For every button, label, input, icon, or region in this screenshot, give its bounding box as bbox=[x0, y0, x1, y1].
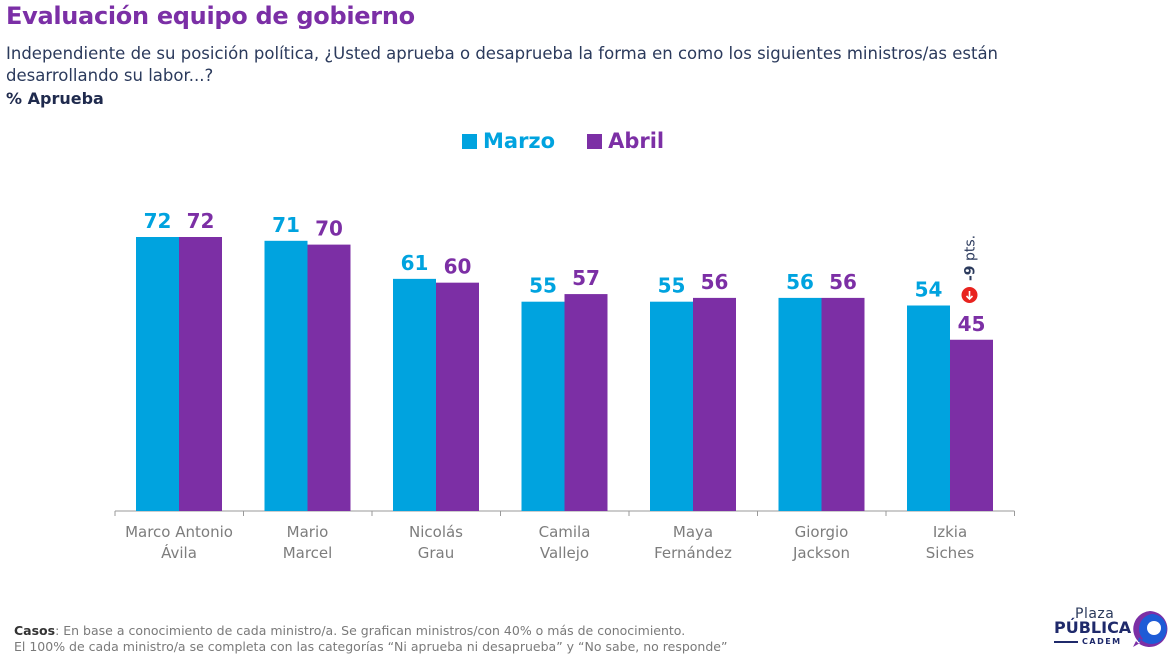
x-tick-label: Nicolás bbox=[409, 523, 463, 541]
bar-marzo bbox=[393, 278, 436, 511]
logo-text-plaza: Plaza bbox=[1075, 606, 1115, 622]
legend-swatch-marzo bbox=[462, 133, 477, 149]
bar-abril bbox=[179, 237, 222, 511]
change-value: -9 bbox=[963, 265, 979, 281]
data-label-abril: 57 bbox=[572, 266, 600, 290]
footnote-line-2: El 100% de cada ministro/a se completa c… bbox=[14, 639, 728, 654]
change-suffix: pts. bbox=[963, 235, 979, 266]
bar-marzo bbox=[521, 301, 565, 511]
data-label-abril: 45 bbox=[958, 312, 986, 336]
data-label-abril: 56 bbox=[701, 270, 729, 294]
bar-marzo bbox=[264, 240, 308, 512]
chart-title: Evaluación equipo de gobierno bbox=[6, 2, 415, 30]
footnote-line-1: Casos: En base a conocimiento de cada mi… bbox=[14, 623, 774, 639]
plaza-publica-cadem-logo: Plaza PÚBLICA CADEM bbox=[1052, 606, 1170, 651]
data-label-marzo: 61 bbox=[401, 251, 429, 275]
x-tick-label: Fernández bbox=[654, 544, 732, 562]
x-tick-label: Siches bbox=[926, 544, 975, 562]
data-label-marzo: 55 bbox=[529, 274, 557, 298]
x-tick-label: Izkia bbox=[933, 523, 967, 541]
bar-abril bbox=[821, 297, 865, 511]
data-label-marzo: 54 bbox=[915, 278, 943, 302]
legend-label-abril: Abril bbox=[608, 129, 665, 153]
bar-abril bbox=[950, 339, 993, 511]
bar-marzo bbox=[778, 297, 822, 511]
footnote: Casos: En base a conocimiento de cada mi… bbox=[14, 623, 774, 655]
down-arrow-glyph bbox=[965, 291, 974, 301]
data-label-abril: 60 bbox=[444, 255, 472, 279]
x-tick-label: Jackson bbox=[792, 544, 850, 562]
unit-label: % Aprueba bbox=[6, 89, 104, 108]
x-tick-label: Vallejo bbox=[540, 544, 589, 562]
x-tick-label: Maya bbox=[673, 523, 713, 541]
bar-abril bbox=[307, 244, 351, 511]
x-tick-label: Marco Antonio bbox=[125, 523, 233, 541]
data-label-marzo: 71 bbox=[272, 213, 300, 237]
data-label-marzo: 55 bbox=[658, 274, 686, 298]
x-tick-label: Grau bbox=[418, 544, 455, 562]
logo-underline bbox=[1054, 641, 1078, 643]
bar-marzo bbox=[136, 237, 179, 511]
change-annotation: -9 pts. bbox=[963, 235, 979, 281]
logo-text-publica: PÚBLICA bbox=[1054, 618, 1132, 637]
bar-abril bbox=[436, 282, 479, 511]
x-tick-label: Camila bbox=[539, 523, 591, 541]
survey-question: Independiente de su posición política, ¿… bbox=[6, 44, 999, 85]
legend-swatch-abril bbox=[587, 133, 603, 149]
x-tick-label: Ávila bbox=[161, 543, 197, 562]
logo-speech-bubble-icon bbox=[1133, 611, 1168, 647]
chart-legend: Marzo Abril bbox=[462, 129, 664, 153]
x-tick-label: Marcel bbox=[283, 544, 333, 562]
bar-marzo bbox=[650, 301, 693, 511]
footnote-label: Casos bbox=[14, 623, 56, 638]
data-label-abril: 72 bbox=[187, 209, 215, 233]
legend-label-marzo: Marzo bbox=[483, 129, 556, 153]
bar-abril bbox=[693, 297, 736, 511]
x-tick-label: Giorgio bbox=[795, 523, 849, 541]
data-label-marzo: 56 bbox=[786, 270, 814, 294]
logo-text-cadem: CADEM bbox=[1082, 637, 1122, 646]
legend-item-marzo: Marzo bbox=[462, 129, 555, 153]
x-tick-label: Mario bbox=[287, 523, 329, 541]
data-label-marzo: 72 bbox=[144, 209, 172, 233]
footnote-text-1: : En base a conocimiento de cada ministr… bbox=[55, 623, 686, 638]
data-label-abril: 56 bbox=[829, 270, 857, 294]
bar-abril bbox=[564, 294, 608, 511]
data-label-abril: 70 bbox=[315, 217, 343, 241]
legend-item-abril: Abril bbox=[587, 129, 664, 153]
bar-marzo bbox=[907, 305, 950, 511]
